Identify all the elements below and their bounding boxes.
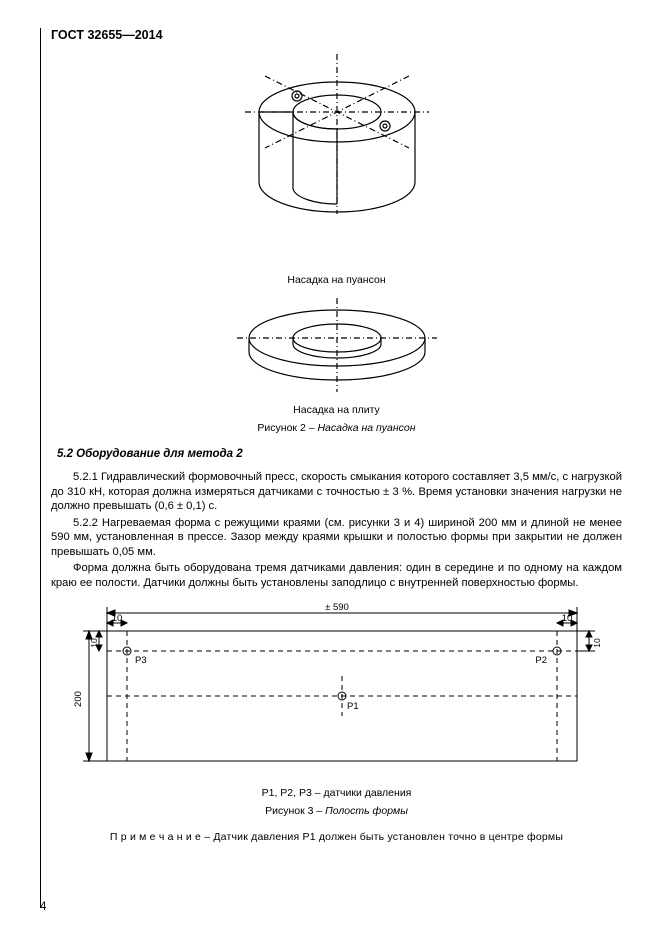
figure-2-caption-title: Насадка на пуансон bbox=[317, 422, 415, 434]
figure-3-caption-prefix: Рисунок 3 – bbox=[265, 805, 325, 817]
fig3-dim-off-lv: 10 bbox=[89, 638, 99, 648]
figure-3-caption-title: Полость формы bbox=[325, 805, 408, 817]
figure-3-svg: ± 590 10 10 200 10 10 P3 P2 P1 bbox=[67, 601, 607, 781]
page-number: 4 bbox=[40, 901, 46, 913]
figure-2: Насадка на пуансон bbox=[51, 54, 622, 434]
fig3-dim-h: 200 bbox=[73, 691, 84, 707]
section-5-2-title: 5.2 Оборудование для метода 2 bbox=[57, 448, 622, 460]
figure-2-top-label: Насадка на пуансон bbox=[51, 274, 622, 286]
figure-3-sub: P1, P2, P3 – датчики давления bbox=[67, 787, 607, 799]
figure-2-bottom-svg bbox=[207, 292, 467, 402]
figure-2-caption-prefix: Рисунок 2 – bbox=[257, 422, 317, 434]
para-5-2-3: Форма должна быть оборудована тремя датч… bbox=[51, 561, 622, 590]
fig3-dim-w: ± 590 bbox=[325, 602, 349, 613]
para-5-2-2: 5.2.2 Нагреваемая форма с режущими краям… bbox=[51, 516, 622, 560]
fig3-p1: P1 bbox=[347, 701, 359, 712]
fig3-dim-off-r: 10 bbox=[561, 613, 572, 624]
fig3-dim-off-l: 10 bbox=[111, 613, 122, 624]
fig3-p2: P2 bbox=[535, 655, 547, 666]
fig3-dim-off-rv: 10 bbox=[592, 638, 602, 648]
figure-3-caption: Рисунок 3 – Полость формы bbox=[67, 805, 607, 817]
doc-header: ГОСТ 32655—2014 bbox=[51, 28, 622, 42]
figure-2-caption: Рисунок 2 – Насадка на пуансон bbox=[51, 422, 622, 434]
para-5-2-1: 5.2.1 Гидравлический формовочный пресс, … bbox=[51, 470, 622, 514]
figure-2-bottom-label: Насадка на плиту bbox=[51, 404, 622, 416]
figure-3-note: П р и м е ч а н и е – Датчик давления P1… bbox=[67, 831, 607, 843]
fig3-p3: P3 bbox=[135, 655, 147, 666]
figure-2-top-svg bbox=[187, 54, 487, 272]
figure-3: ± 590 10 10 200 10 10 P3 P2 P1 P1, P2, P… bbox=[67, 601, 607, 843]
